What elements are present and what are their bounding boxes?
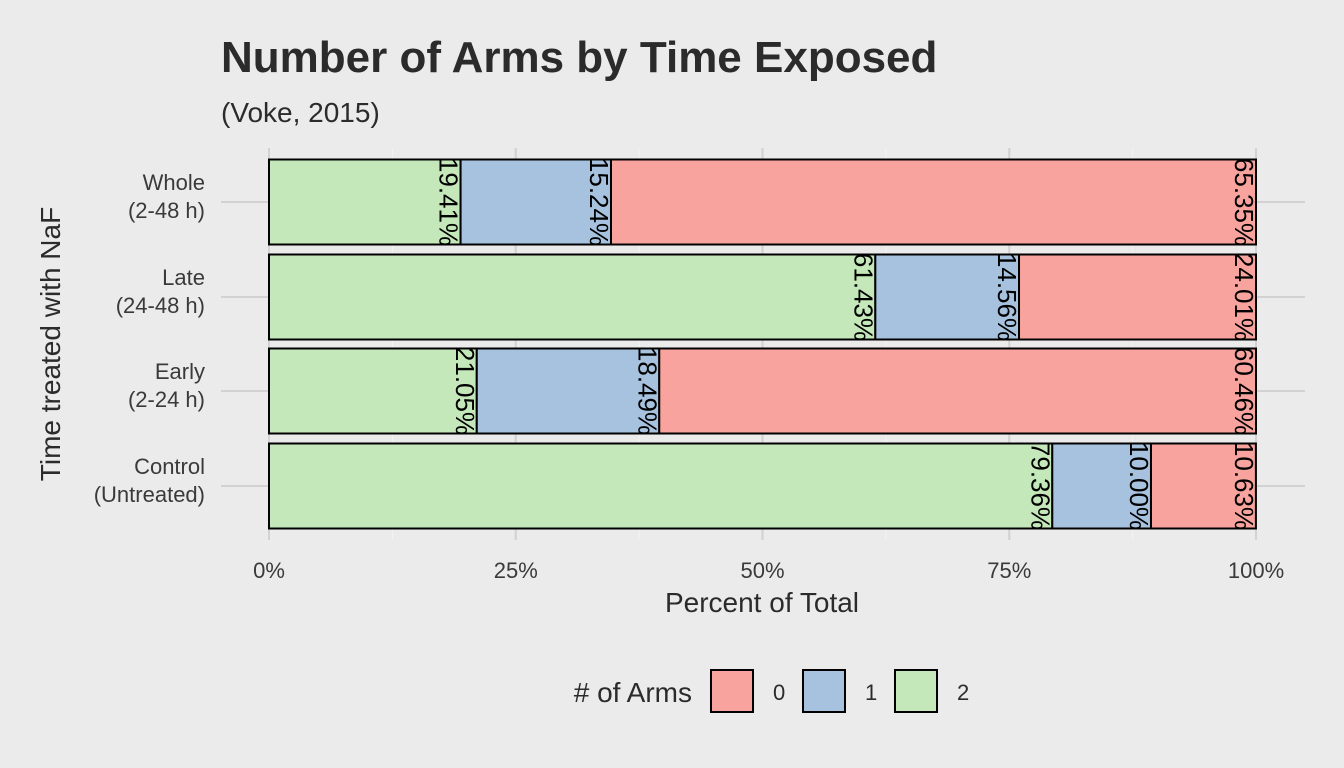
bar-segment — [268, 253, 877, 341]
y-tick-label: (Untreated) — [94, 482, 205, 507]
y-axis-ticks: Whole (2-48 h) Late (24-48 h) Early (2-24 h) C… — [94, 170, 267, 507]
bar-segment — [609, 158, 1257, 246]
data-label: 21.05% — [450, 347, 480, 435]
y-tick-label: Whole — [143, 170, 205, 195]
chart-title: Number of Arms by Time Exposed — [221, 33, 937, 82]
bar-segment — [874, 253, 1021, 341]
y-axis-title: Time treated with NaF — [35, 207, 66, 481]
data-labels: 19.41% 15.24% 65.35% 61.43% 14.56% 24.01% 21.0… — [434, 158, 1259, 530]
data-label: 65.35% — [1229, 158, 1259, 246]
data-label: 14.56% — [992, 253, 1022, 341]
legend: # of Arms 0 1 2 — [574, 669, 969, 713]
bar-segment — [1018, 253, 1257, 341]
bar-segment — [268, 442, 1054, 530]
legend-label: 1 — [865, 680, 877, 705]
data-label: 18.49% — [632, 347, 662, 435]
data-label: 10.63% — [1229, 442, 1259, 530]
y-tick-label: (2-24 h) — [128, 387, 205, 412]
y-tick-label: Early — [155, 359, 205, 384]
bars — [268, 158, 1257, 530]
x-tick-label: 0% — [253, 558, 285, 583]
y-tick-label: (24-48 h) — [116, 293, 205, 318]
bar-segment — [1149, 442, 1257, 530]
bar-segment — [459, 158, 612, 246]
data-label: 60.46% — [1229, 347, 1259, 435]
data-label: 19.41% — [434, 158, 464, 246]
bar-segment — [658, 347, 1257, 435]
data-label: 79.36% — [1025, 442, 1055, 530]
x-tick-label: 25% — [494, 558, 538, 583]
y-tick-label: (2-48 h) — [128, 198, 205, 223]
bar-segment — [1051, 442, 1152, 530]
bar-segment — [268, 347, 478, 435]
x-tick-label: 50% — [740, 558, 784, 583]
x-tick-label: 75% — [987, 558, 1031, 583]
chart-subtitle: (Voke, 2015) — [221, 97, 380, 128]
legend-key — [894, 669, 938, 713]
x-tick-label: 100% — [1228, 558, 1284, 583]
y-tick-label: Late — [162, 265, 205, 290]
legend-key — [710, 669, 754, 713]
data-label: 15.24% — [584, 158, 614, 246]
bar-segment — [268, 158, 462, 246]
legend-label: 0 — [773, 680, 785, 705]
data-label: 24.01% — [1229, 253, 1259, 341]
legend-key — [802, 669, 846, 713]
legend-title: # of Arms — [574, 677, 692, 708]
legend-label: 2 — [957, 680, 969, 705]
x-axis-title: Percent of Total — [665, 587, 859, 618]
x-axis-ticks: 0% 25% 50% 75% 100% — [253, 558, 1284, 583]
bar-segment — [475, 347, 661, 435]
y-tick-label: Control — [134, 454, 205, 479]
data-label: 10.00% — [1124, 442, 1154, 530]
data-label: 61.43% — [848, 253, 878, 341]
